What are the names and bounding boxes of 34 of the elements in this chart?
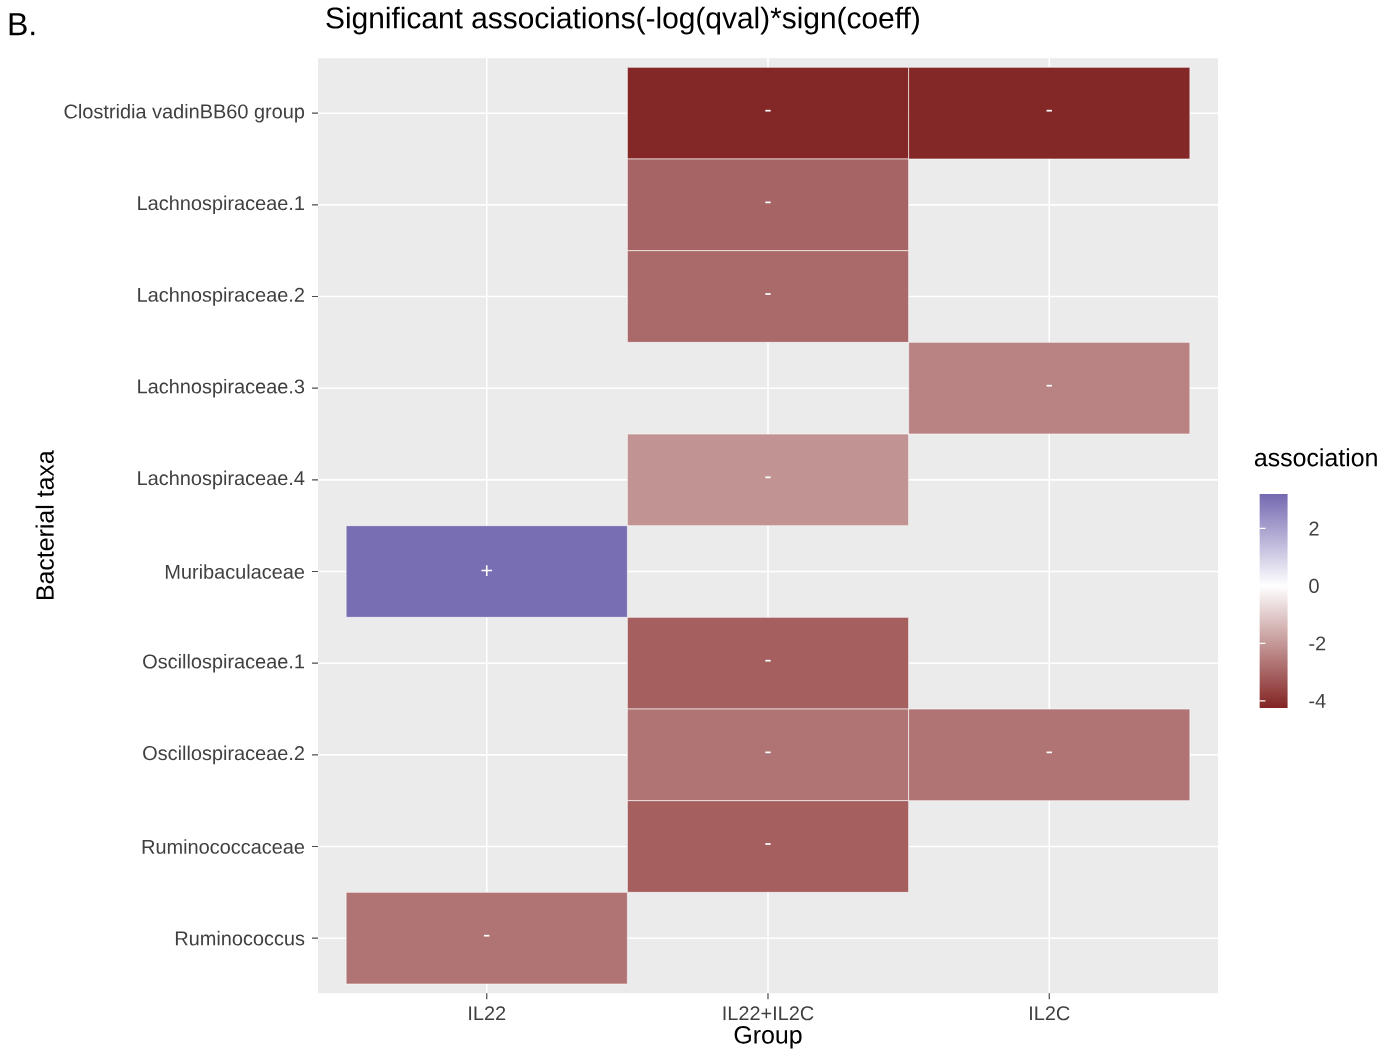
data-label: - (765, 201, 771, 204)
x-axis-title: Group (734, 1025, 802, 1049)
y-tick-label: Lachnospiraceae.3 (138, 378, 305, 398)
color-bar-label: -2 (1309, 636, 1326, 651)
data-label: - (484, 934, 490, 937)
y-tick-label: Muribaculaceae (165, 564, 305, 579)
y-tick-label: Lachnospiraceae.1 (138, 195, 304, 215)
y-tick-label: Lachnospiraceae.4 (138, 470, 305, 490)
color-bar-label: -4 (1309, 693, 1326, 708)
y-tick-label: Lachnospiraceae.2 (138, 287, 304, 306)
data-label: - (1046, 384, 1052, 387)
chart-title: Significant associations(-log(qval)*sign(coeff) (326, 6, 919, 35)
x-tick-label: IL2C (1030, 1006, 1070, 1021)
data-label: + (481, 565, 493, 576)
y-tick-label: Clostridia vadinBB60 group (64, 103, 305, 123)
y-axis-title: Bacterial taxa (35, 450, 54, 600)
color-bar-label: 0 (1309, 578, 1319, 593)
data-label: - (765, 751, 771, 754)
color-bar-label: 2 (1309, 521, 1319, 536)
data-label: - (765, 293, 771, 295)
x-tick-label: IL22+IL2C (723, 1006, 814, 1021)
y-tick-label: Oscillospiraceae.1 (143, 653, 304, 673)
data-label: - (1046, 109, 1052, 112)
y-tick-label: Ruminococcus (175, 930, 305, 946)
color-bar-title: association (1254, 448, 1377, 467)
y-tick-label: Oscillospiraceae.2 (143, 745, 304, 765)
data-label: - (765, 843, 771, 845)
text: B. (9, 13, 35, 36)
data-label: - (765, 476, 771, 479)
data-label: - (1046, 751, 1052, 754)
x-tick-label: IL22 (469, 1006, 506, 1021)
data-label: - (765, 109, 771, 112)
data-label: - (765, 659, 771, 662)
y-tick-label: Ruminococcaceae (142, 839, 305, 854)
